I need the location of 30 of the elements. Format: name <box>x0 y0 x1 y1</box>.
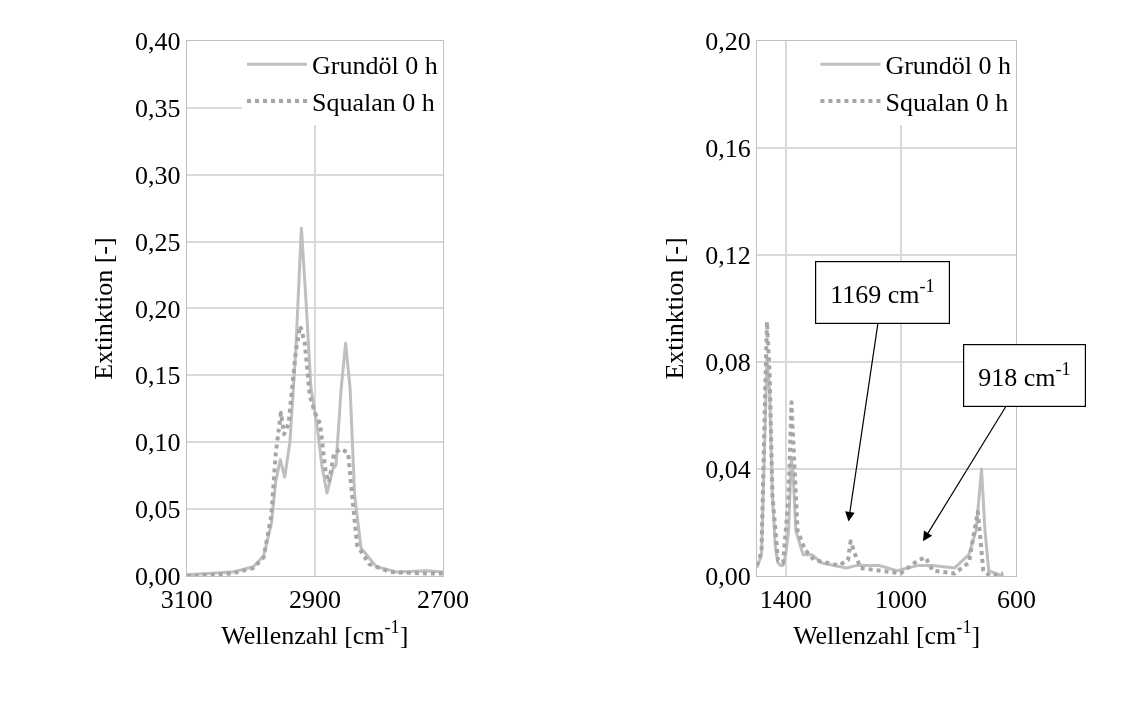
y-tick-label: 0,35 <box>135 93 181 123</box>
y-axis-title: Extinktion [-] <box>89 237 119 380</box>
legend-label: Grundöl 0 h <box>312 51 438 81</box>
y-tick-label: 0,15 <box>135 361 181 391</box>
y-tick-label: 0,08 <box>705 348 751 378</box>
y-tick-label: 0,30 <box>135 160 181 190</box>
y-tick-label: 0,10 <box>135 428 181 458</box>
y-tick-label: 0,00 <box>705 562 751 592</box>
y-tick-label: 0,25 <box>135 227 181 257</box>
x-tick-label: 1000 <box>875 585 928 615</box>
x-axis-title: Wellenzahl [cm$^{-1}$] <box>221 617 409 650</box>
y-tick-label: 0,05 <box>135 495 181 525</box>
annotation: 1169 cm$^{-1}$ <box>830 276 935 310</box>
y-tick-label: 0,40 <box>135 26 181 56</box>
x-tick-label: 600 <box>996 585 1036 615</box>
y-tick-label: 0,20 <box>135 294 181 324</box>
x-axis-title: Wellenzahl [cm$^{-1}$] <box>793 617 981 650</box>
y-tick-label: 0,12 <box>705 241 751 271</box>
x-tick-label: 2900 <box>288 585 341 615</box>
line-series <box>186 323 444 577</box>
annotation: 918 cm$^{-1}$ <box>978 359 1071 393</box>
y-tick-label: 0,04 <box>705 455 751 485</box>
legend-label: Grundöl 0 h <box>885 51 1012 81</box>
legend-label: Squalan 0 h <box>885 88 1009 118</box>
x-tick-label: 1400 <box>759 585 812 615</box>
y-axis-title: Extinktion [-] <box>659 237 689 380</box>
x-tick-label: 2700 <box>417 585 470 615</box>
y-tick-label: 0,16 <box>705 134 751 164</box>
legend-label: Squalan 0 h <box>312 88 435 118</box>
y-tick-label: 0,20 <box>705 26 751 56</box>
